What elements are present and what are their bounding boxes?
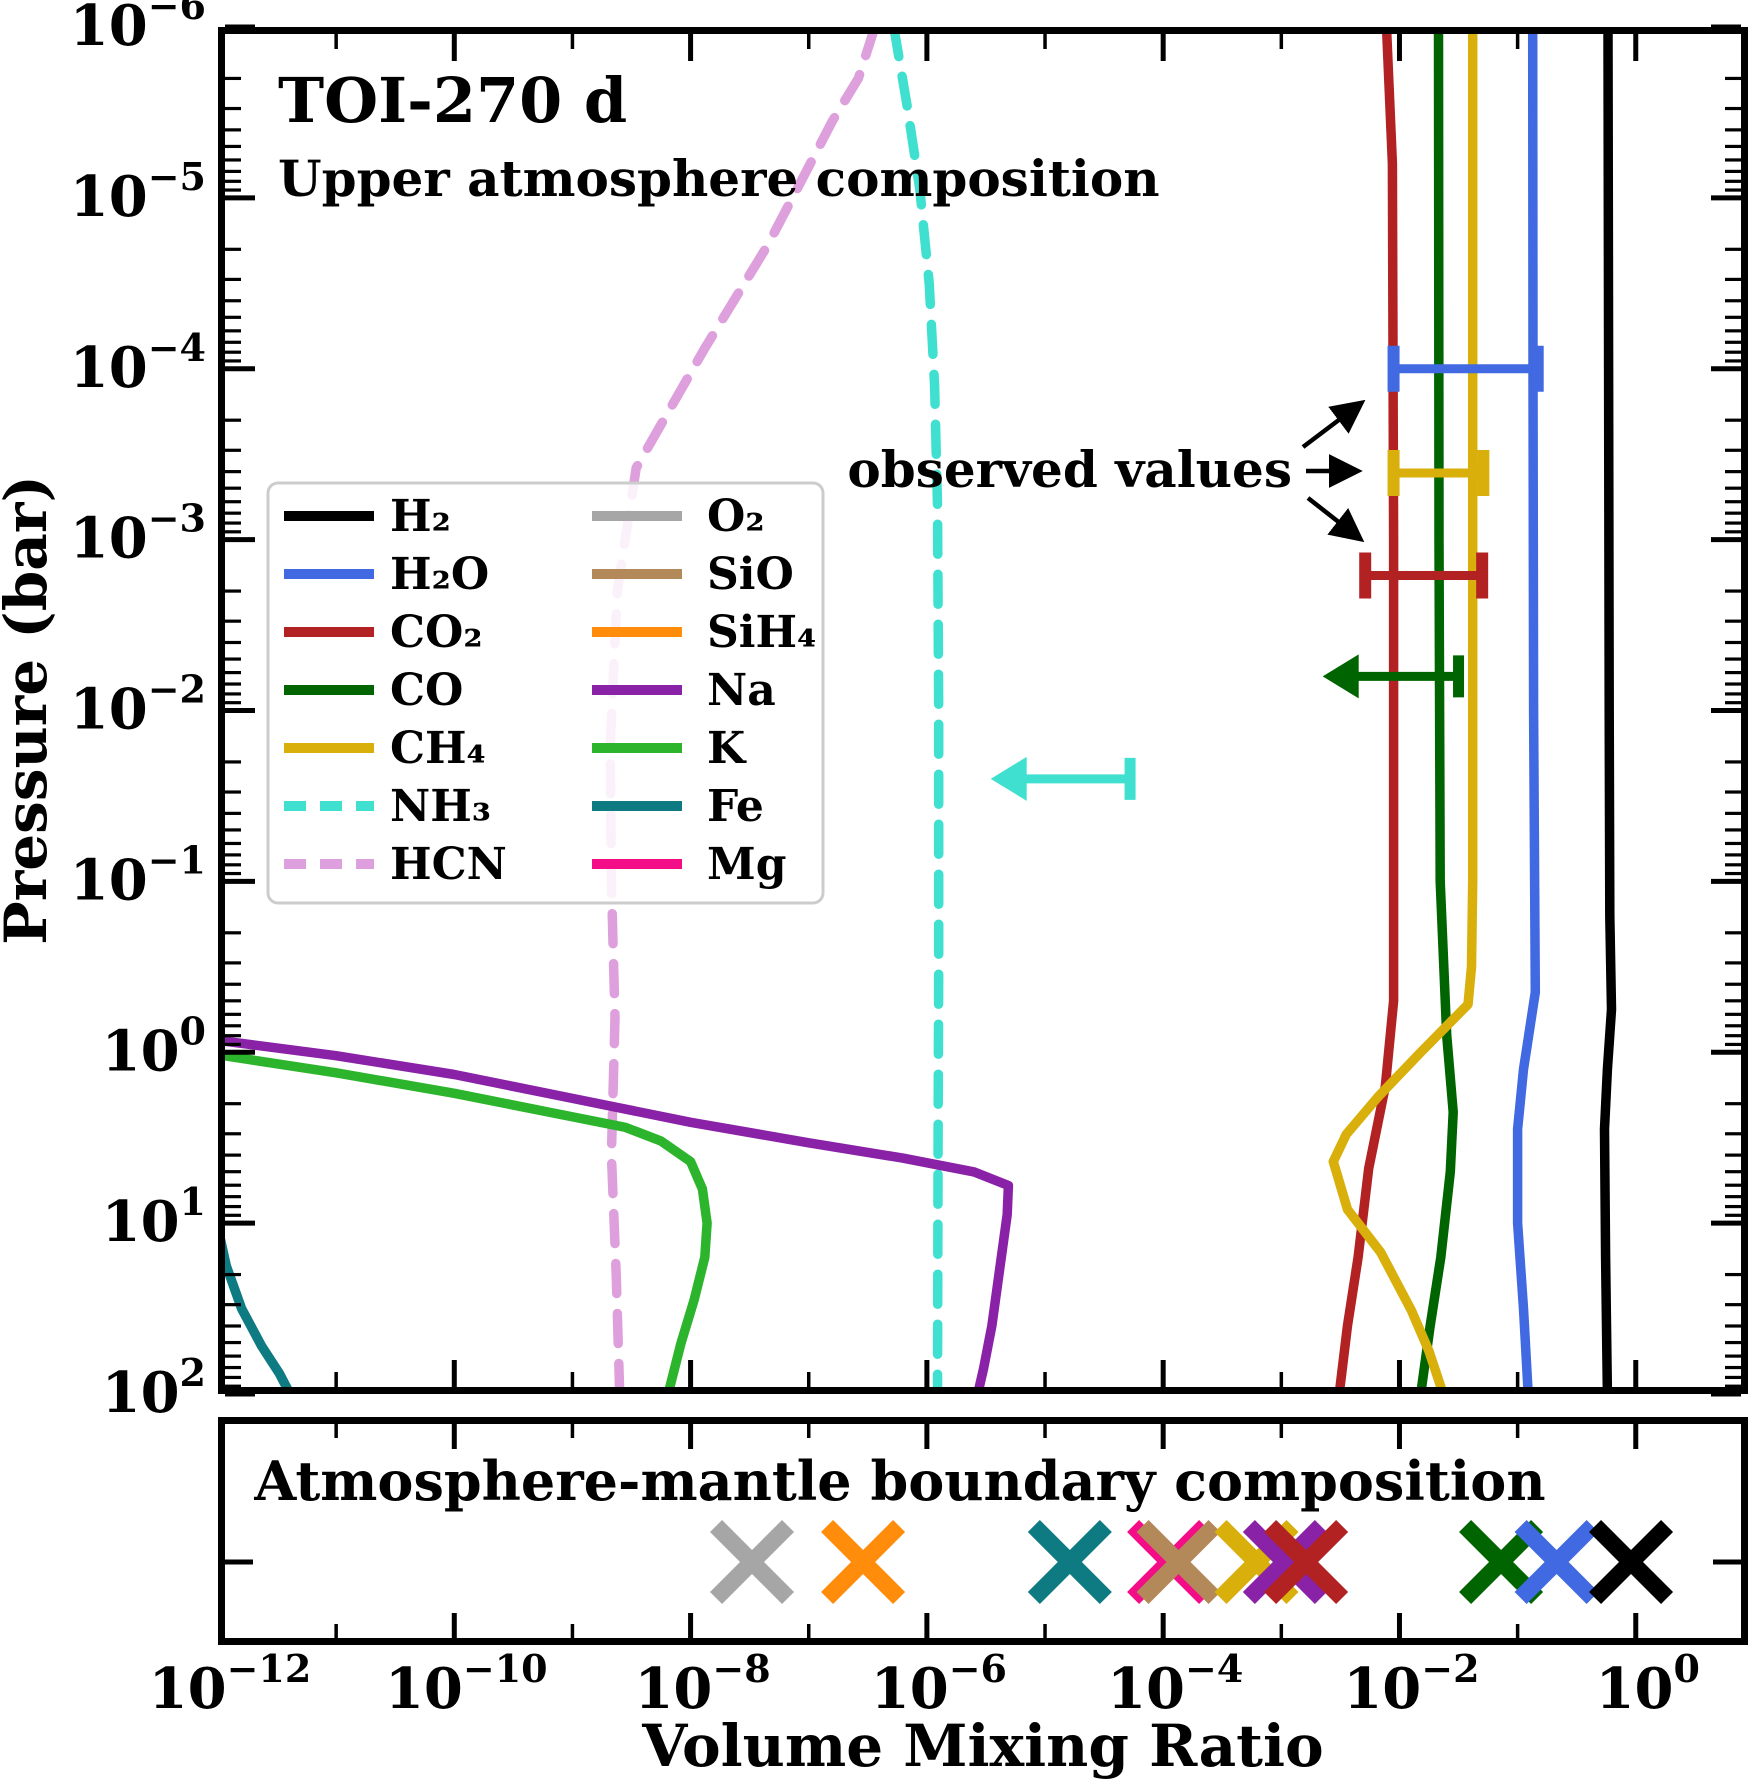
x-tick-label-1e0: 100	[1596, 1646, 1700, 1722]
legend-label-Fe: Fe	[707, 781, 764, 832]
curve-CO	[1416, 30, 1458, 1391]
boundary-marker-Fe	[1027, 1519, 1112, 1605]
legend-label-SiH₄: SiH₄	[707, 607, 816, 658]
x-tick-label-1e-8: 10−8	[634, 1646, 770, 1722]
x-tick-label-1e-10: 10−10	[385, 1646, 548, 1722]
bottom-panel-background	[218, 1417, 1748, 1645]
legend-label-NH₃: NH₃	[390, 781, 491, 832]
boundary-marker-H₂O	[1514, 1519, 1599, 1605]
observed-NH₃-upper-limit	[990, 756, 1136, 801]
legend-label-Na: Na	[707, 665, 776, 716]
legend-label-H₂O: H₂O	[390, 549, 489, 600]
legend-label-CO: CO	[390, 665, 463, 716]
tick-labels: 10−6 10−5 10−4 10−3 10−2 10−1 100 101 102 10−12 10…	[70, 0, 1700, 1722]
y-tick-label-1e-4: 10−4	[70, 325, 206, 401]
observed-value-markers	[990, 345, 1544, 801]
x-axis-label: Volume Mixing Ratio	[641, 1712, 1323, 1780]
curve-H₂O	[1512, 30, 1541, 1391]
y-tick-label-1e-5: 10−5	[70, 154, 206, 230]
page-subtitle: Upper atmosphere composition	[278, 149, 1160, 208]
annotation-group: observed values	[847, 399, 1366, 543]
y-tick-label-1e-1: 10−1	[70, 837, 206, 913]
boundary-marker-H₂	[1589, 1519, 1674, 1605]
x-tick-label-1e-4: 10−4	[1107, 1646, 1243, 1722]
main-panel-spines	[218, 27, 1748, 1394]
curve-H₂	[1599, 30, 1617, 1391]
y-tick-label-1e1: 101	[102, 1179, 206, 1255]
x-tick-label-1e-12: 10−12	[149, 1646, 312, 1722]
boundary-marker-Na	[1242, 1519, 1327, 1605]
x-tick-label-1e-2: 10−2	[1343, 1646, 1479, 1722]
bottom-panel-title: Atmosphere-mantle boundary composition	[253, 1449, 1545, 1513]
legend-label-O₂: O₂	[707, 491, 765, 542]
legend-label-SiO: SiO	[707, 549, 794, 600]
observed-CH₄-errorbar	[1387, 449, 1490, 496]
annotation-arrow-1	[1301, 399, 1366, 449]
boundary-marker-SiO	[1136, 1519, 1221, 1605]
bottom-panel-spines	[218, 1417, 1748, 1645]
axes	[218, 24, 1748, 1645]
boundary-marker-O₂	[710, 1519, 795, 1605]
axis-text: TOI-270 d Upper atmosphere composition V…	[0, 0, 1700, 1780]
y-tick-label-1e-6: 10−6	[70, 0, 206, 59]
x-tick-label-1e-6: 10−6	[871, 1646, 1007, 1722]
boundary-composition-markers	[710, 1519, 1674, 1605]
legend-label-CO₂: CO₂	[390, 607, 483, 658]
annotation-arrow-3	[1306, 496, 1365, 543]
legend-box	[266, 481, 825, 905]
y-axis-label: Pressure (bar)	[0, 475, 60, 945]
legend-label-K: K	[707, 723, 747, 774]
observed-CO₂-errorbar	[1359, 552, 1489, 599]
curve-K	[221, 1050, 712, 1391]
boundary-marker-CO₂	[1264, 1519, 1349, 1605]
legend-label-CH₄: CH₄	[390, 723, 486, 774]
curve-Na	[221, 1035, 1014, 1391]
y-tick-label-1e-2: 10−2	[70, 667, 206, 743]
legend-label-Mg: Mg	[707, 839, 786, 890]
legend-label-H₂: H₂	[390, 491, 451, 542]
curve-NH₃	[889, 30, 944, 1391]
axis-ticks	[225, 24, 1741, 1641]
profile-curves	[221, 30, 1617, 1391]
y-tick-label-1e0: 100	[102, 1008, 206, 1084]
legend: H₂ H₂O CO₂ CO CH₄ NH₃ HCN O₂ SiO SiH₄ Na K Fe Mg	[266, 481, 825, 905]
observed-CO-upper-limit	[1322, 654, 1465, 699]
y-tick-label-1e-3: 10−3	[70, 496, 206, 572]
curve-CH₄	[1328, 30, 1478, 1391]
legend-label-HCN: HCN	[390, 839, 507, 890]
observed-values-annotation: observed values	[847, 440, 1292, 499]
y-tick-label-1e2: 102	[102, 1350, 206, 1426]
annotation-arrows	[1301, 399, 1366, 543]
observed-H₂O-errorbar	[1387, 345, 1544, 392]
page-title: TOI-270 d	[278, 64, 627, 137]
boundary-marker-SiH₄	[821, 1519, 906, 1605]
